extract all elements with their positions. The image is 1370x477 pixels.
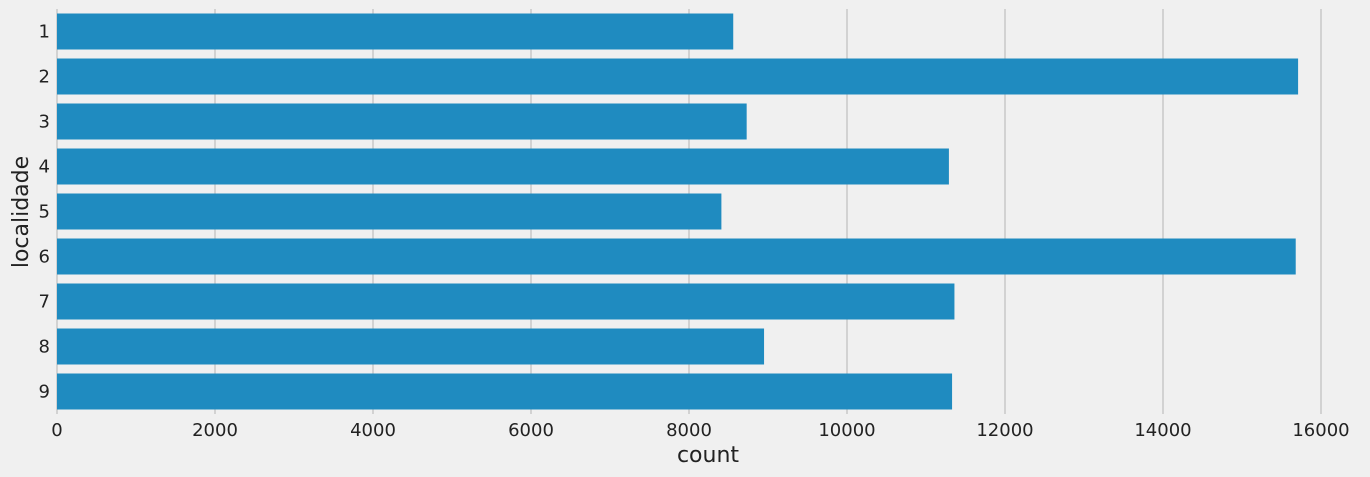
bars	[57, 13, 1299, 410]
y-tick-label-7: 7	[39, 292, 50, 313]
y-tick-label-8: 8	[39, 337, 50, 358]
x-tick-label-2000: 2000	[192, 420, 238, 441]
x-tick-label-14000: 14000	[1134, 420, 1191, 441]
x-tick-labels: 0 2000 4000 6000 8000 10000 12000 14000 16000	[51, 420, 1349, 441]
y-tick-label-4: 4	[39, 157, 50, 178]
x-tick-label-16000: 16000	[1292, 420, 1349, 441]
x-tick-label-0: 0	[51, 420, 62, 441]
y-axis-title: localidade	[9, 156, 34, 268]
bar-2	[57, 58, 1299, 95]
bar-3	[57, 103, 747, 140]
y-tick-label-1: 1	[39, 22, 50, 43]
x-tick-label-10000: 10000	[818, 420, 875, 441]
x-tick-label-8000: 8000	[666, 420, 712, 441]
bar-1	[57, 13, 734, 50]
bar-9	[57, 373, 953, 410]
y-tick-label-5: 5	[39, 202, 50, 223]
y-tick-labels: 1 2 3 4 5 6 7 8 9	[39, 22, 50, 403]
y-tick-label-9: 9	[39, 382, 50, 403]
y-tick-label-3: 3	[39, 112, 50, 133]
bar-5	[57, 193, 722, 230]
y-tick-label-2: 2	[39, 67, 50, 88]
bar-8	[57, 328, 765, 365]
x-tick-label-4000: 4000	[350, 420, 396, 441]
y-tick-label-6: 6	[39, 247, 50, 268]
bar-7	[57, 283, 955, 320]
bar-4	[57, 148, 949, 185]
x-tick-label-12000: 12000	[976, 420, 1033, 441]
x-tick-label-6000: 6000	[508, 420, 554, 441]
bar-6	[57, 238, 1296, 275]
x-axis-title: count	[677, 443, 739, 468]
